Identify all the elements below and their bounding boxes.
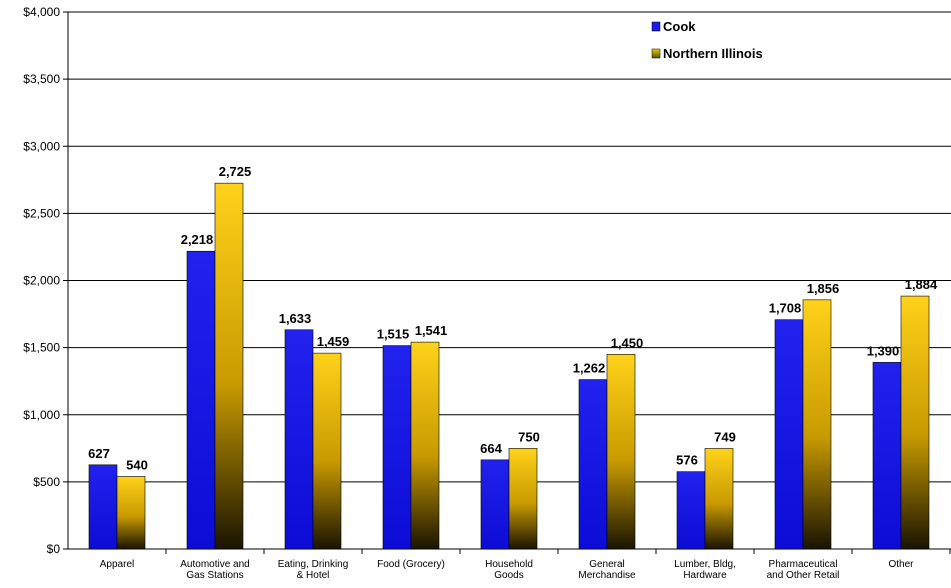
legend-swatch-cook bbox=[651, 21, 661, 32]
data-label: 1,515 bbox=[377, 327, 410, 342]
bar-northern-illinois bbox=[704, 448, 734, 550]
data-label: 1,856 bbox=[807, 281, 840, 296]
bar-northern-illinois bbox=[606, 354, 636, 550]
bar-cook bbox=[480, 459, 510, 550]
data-label: 1,708 bbox=[769, 301, 802, 316]
data-label: 664 bbox=[480, 441, 502, 456]
y-tick-label: $4,000 bbox=[23, 5, 60, 19]
data-label: 1,884 bbox=[905, 277, 938, 292]
bar-northern-illinois bbox=[900, 295, 930, 550]
category-label: Apparel bbox=[100, 559, 134, 570]
data-label: 1,541 bbox=[415, 323, 448, 338]
data-label: 2,218 bbox=[181, 232, 214, 247]
category-label: Gas Stations bbox=[186, 570, 243, 581]
bar-northern-illinois bbox=[116, 476, 146, 550]
data-label: 627 bbox=[88, 446, 110, 461]
legend-label-northern-illinois: Northern Illinois bbox=[663, 46, 763, 61]
data-label: 1,633 bbox=[279, 311, 312, 326]
y-tick-label: $2,500 bbox=[23, 206, 60, 220]
bar-northern-illinois bbox=[214, 182, 244, 550]
bar-northern-illinois bbox=[410, 341, 440, 550]
category-label: Pharmaceutical bbox=[769, 559, 838, 570]
category-label: Eating, Drinking bbox=[278, 559, 349, 570]
y-tick-label: $0 bbox=[47, 542, 61, 556]
bar-cook bbox=[578, 379, 608, 550]
y-tick-label: $1,000 bbox=[23, 408, 60, 422]
data-labels: 627 540 2,218 2,725 1,633 1,459 1,515 1,541 664 7… bbox=[88, 164, 938, 472]
y-tick-label: $1,500 bbox=[23, 341, 60, 355]
bar-northern-illinois bbox=[802, 299, 832, 550]
category-label: Goods bbox=[494, 570, 523, 581]
category-label: Other bbox=[888, 559, 914, 570]
data-label: 750 bbox=[518, 429, 540, 444]
y-tick-label: $2,000 bbox=[23, 274, 60, 288]
data-label: 1,450 bbox=[611, 335, 644, 350]
category-label: Lumber, Bldg, bbox=[674, 559, 736, 570]
category-label: General bbox=[589, 559, 625, 570]
data-label: 749 bbox=[714, 429, 736, 444]
data-label: 576 bbox=[676, 453, 698, 468]
category-label: & Hotel bbox=[297, 570, 330, 581]
bar-northern-illinois bbox=[508, 448, 538, 550]
bar-cook bbox=[382, 345, 412, 550]
category-label: Automotive and bbox=[180, 559, 250, 570]
data-label: 1,459 bbox=[317, 334, 350, 349]
category-label: Household bbox=[485, 559, 533, 570]
bar-cook bbox=[284, 329, 314, 550]
y-tick-label: $500 bbox=[33, 475, 60, 489]
legend-label-cook: Cook bbox=[663, 19, 696, 34]
bars bbox=[88, 182, 930, 550]
bar-northern-illinois bbox=[312, 352, 342, 550]
bar-cook bbox=[872, 362, 902, 550]
category-label: Food (Grocery) bbox=[377, 559, 445, 570]
data-label: 1,262 bbox=[573, 361, 606, 376]
bar-cook bbox=[88, 464, 118, 550]
category-label: and Other Retail bbox=[767, 570, 840, 581]
category-label: Merchandise bbox=[578, 570, 636, 581]
data-label: 1,390 bbox=[867, 343, 900, 358]
y-tick-label: $3,000 bbox=[23, 139, 60, 153]
bar-cook bbox=[774, 319, 804, 550]
data-label: 2,725 bbox=[219, 164, 252, 179]
data-label: 540 bbox=[126, 458, 148, 473]
category-label: Hardware bbox=[683, 570, 727, 581]
bar-cook bbox=[186, 250, 216, 550]
legend-swatch-northern-illinois bbox=[651, 48, 661, 59]
bar-cook bbox=[676, 471, 706, 550]
y-tick-label: $3,500 bbox=[23, 72, 60, 86]
legend: Cook Northern Illinois bbox=[651, 19, 763, 61]
